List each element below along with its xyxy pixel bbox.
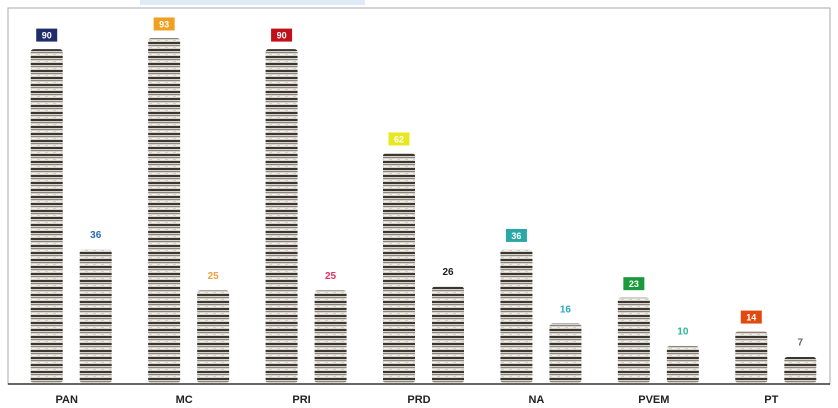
x-tick-label: MC xyxy=(176,394,193,406)
tab xyxy=(140,0,365,5)
paper-stack xyxy=(79,249,112,383)
paper-stack xyxy=(549,323,582,383)
value-badge xyxy=(35,27,59,43)
value-badge xyxy=(152,16,176,32)
paper-stack xyxy=(148,37,181,383)
paper-stack xyxy=(265,49,298,383)
value-label: 62 xyxy=(394,134,404,144)
paper-stack xyxy=(735,331,768,383)
paper-stack xyxy=(314,290,347,383)
paper-stack xyxy=(432,286,464,383)
value-label: 7 xyxy=(798,338,804,349)
value-label: 90 xyxy=(42,30,52,40)
paper-stack xyxy=(383,152,415,383)
value-label: 23 xyxy=(629,279,639,289)
paper-stack xyxy=(30,49,63,383)
value-badge xyxy=(622,276,646,292)
paper-stack xyxy=(617,297,650,383)
value-label: 14 xyxy=(746,312,756,322)
value-label: 25 xyxy=(325,271,337,282)
value-label: 25 xyxy=(208,271,220,282)
value-badge xyxy=(739,309,763,325)
paper-stack xyxy=(666,345,699,383)
x-tick-label: NA xyxy=(528,394,544,406)
value-label: 16 xyxy=(560,304,572,315)
value-label: 93 xyxy=(159,19,169,29)
x-tick-label: PT xyxy=(764,394,778,406)
value-label: 90 xyxy=(277,30,287,40)
x-tick-label: PAN xyxy=(56,394,78,406)
value-label: 26 xyxy=(442,267,454,278)
x-tick-label: PVEM xyxy=(638,394,669,406)
value-badge xyxy=(387,131,411,147)
value-label: 10 xyxy=(677,327,689,338)
frame xyxy=(7,7,831,385)
value-badge xyxy=(504,227,528,243)
value-label: 36 xyxy=(90,230,102,241)
value-label: 36 xyxy=(511,231,521,241)
paper-stack xyxy=(784,357,817,383)
x-tick-label: PRD xyxy=(407,394,430,406)
paper-stack xyxy=(500,249,533,383)
x-tick-label: PRI xyxy=(292,394,310,406)
paper-stack xyxy=(197,290,230,383)
value-badge xyxy=(270,27,294,43)
